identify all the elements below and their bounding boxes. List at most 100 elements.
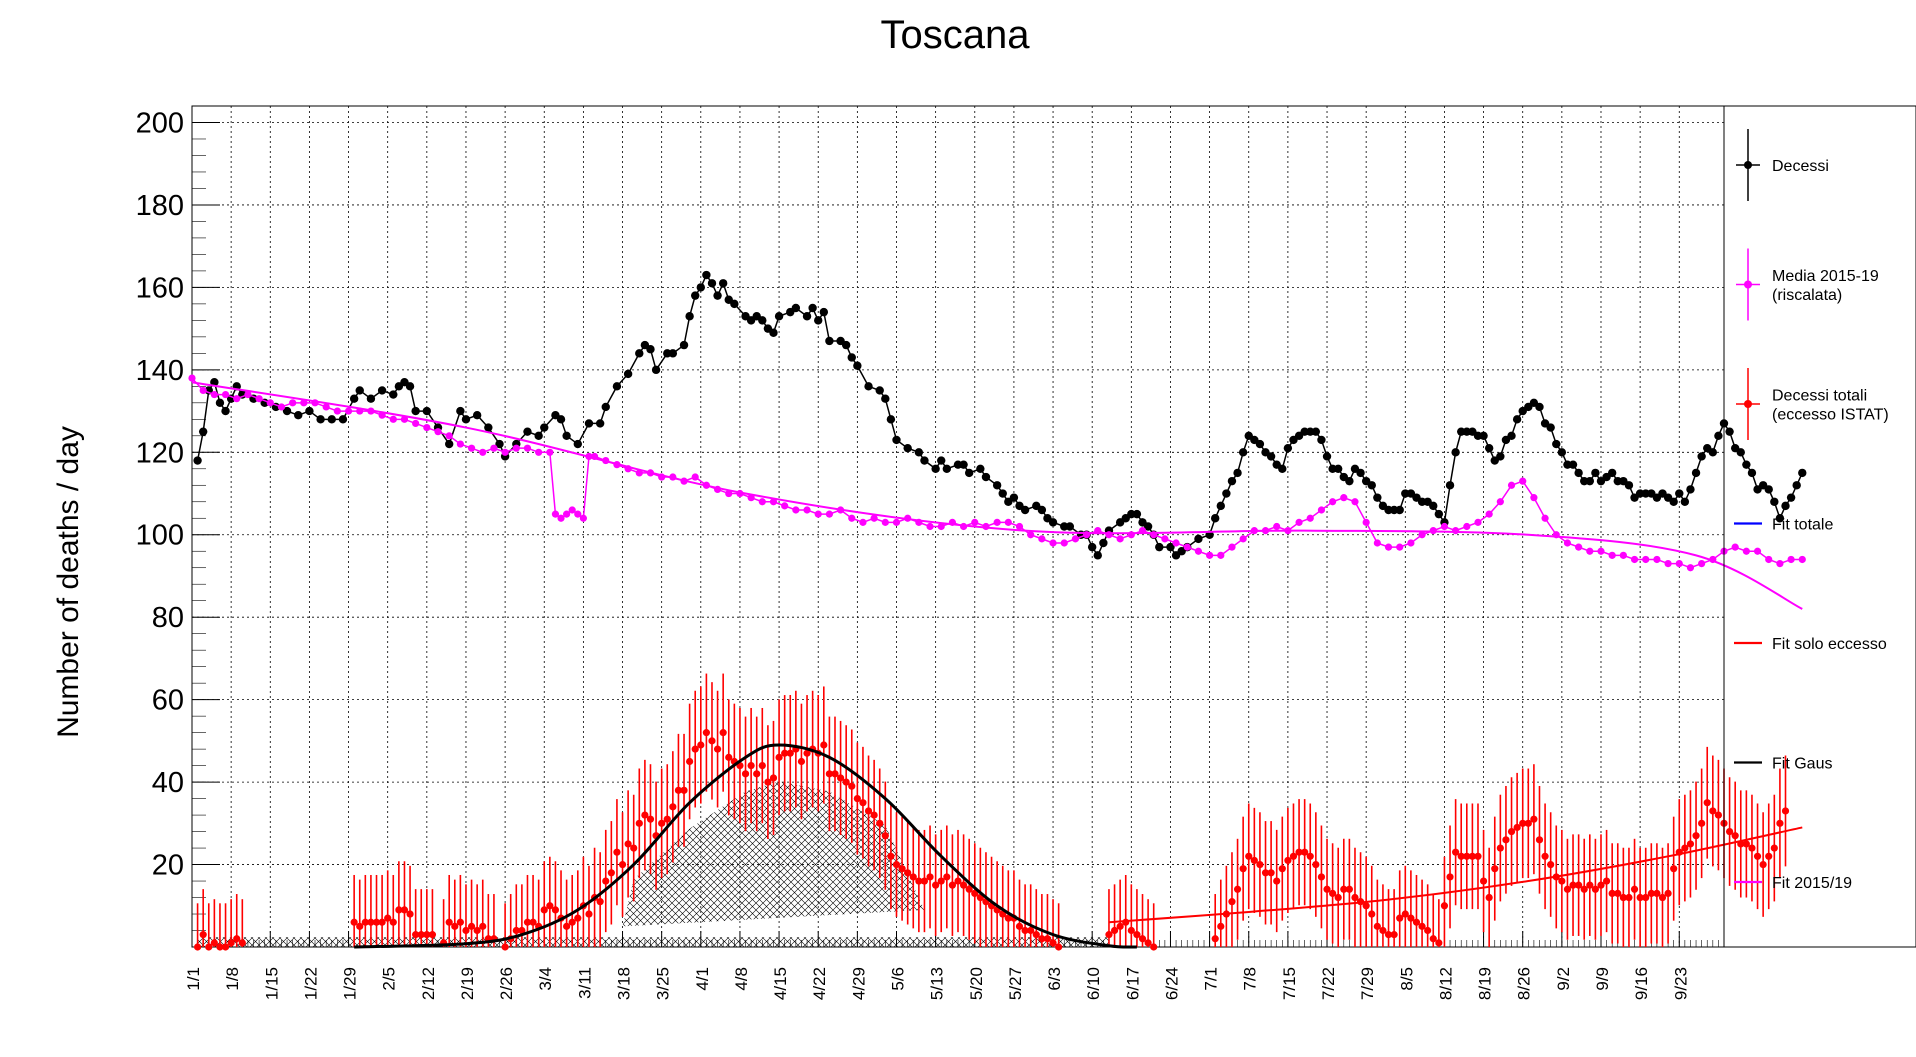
data-point bbox=[1048, 518, 1058, 527]
data-point bbox=[1765, 852, 1773, 860]
data-point bbox=[1278, 464, 1287, 473]
data-point bbox=[1586, 881, 1594, 889]
data-point bbox=[412, 419, 420, 428]
data-point bbox=[881, 518, 889, 526]
data-point bbox=[1675, 560, 1683, 568]
fit-curve bbox=[354, 743, 1137, 949]
data-point bbox=[557, 514, 565, 522]
y-tick-label: 180 bbox=[136, 190, 184, 222]
data-point bbox=[1340, 494, 1348, 502]
data-point bbox=[1697, 452, 1706, 461]
data-point bbox=[400, 906, 409, 914]
data-point bbox=[1289, 852, 1298, 860]
legend-label: Fit totale bbox=[1772, 517, 1833, 534]
data-point bbox=[825, 336, 834, 346]
data-point bbox=[1530, 815, 1538, 823]
x-tick-label: 9/2 bbox=[1554, 967, 1573, 991]
data-point bbox=[842, 778, 850, 786]
data-point bbox=[1541, 852, 1549, 860]
data-point bbox=[1653, 555, 1661, 564]
data-point bbox=[892, 860, 901, 869]
data-point bbox=[937, 877, 945, 885]
data-point bbox=[1602, 877, 1611, 885]
data-point bbox=[1708, 448, 1718, 457]
data-point bbox=[1664, 560, 1672, 568]
data-point bbox=[389, 918, 397, 926]
x-tick-label: 2/12 bbox=[419, 967, 438, 1000]
data-point bbox=[1614, 889, 1622, 898]
data-point bbox=[266, 399, 274, 407]
data-point bbox=[467, 922, 476, 930]
data-point bbox=[959, 460, 968, 469]
data-point bbox=[1211, 935, 1219, 943]
data-point bbox=[903, 443, 912, 453]
x-tick-label: 2/5 bbox=[380, 967, 399, 991]
data-point bbox=[1429, 935, 1437, 943]
data-point bbox=[1329, 498, 1337, 506]
data-point bbox=[289, 399, 297, 407]
data-point bbox=[792, 506, 800, 514]
data-point bbox=[1273, 522, 1281, 531]
data-point bbox=[472, 410, 482, 420]
data-point bbox=[1334, 893, 1342, 902]
data-point bbox=[595, 419, 605, 428]
legend-label: (riscalata) bbox=[1772, 287, 1842, 304]
data-point bbox=[1037, 505, 1047, 515]
data-point bbox=[423, 423, 431, 432]
x-tick-label: 5/13 bbox=[928, 967, 947, 1000]
data-point bbox=[1686, 485, 1695, 494]
data-point bbox=[847, 353, 856, 362]
data-point bbox=[909, 873, 917, 881]
data-point bbox=[456, 440, 464, 448]
data-point bbox=[685, 312, 694, 321]
data-point bbox=[389, 415, 397, 423]
data-point bbox=[1144, 939, 1152, 947]
data-point bbox=[1647, 889, 1655, 898]
data-point bbox=[1351, 498, 1359, 506]
data-point bbox=[1452, 848, 1460, 856]
x-tick-label: 3/4 bbox=[536, 967, 555, 991]
x-tick-label: 9/9 bbox=[1593, 967, 1612, 991]
data-point bbox=[965, 885, 973, 893]
series-decessi bbox=[193, 270, 1807, 560]
data-point bbox=[1770, 497, 1779, 506]
data-point bbox=[568, 506, 576, 514]
data-point bbox=[1507, 827, 1516, 836]
data-point bbox=[786, 749, 794, 757]
data-point bbox=[1568, 460, 1578, 469]
data-point bbox=[707, 279, 717, 288]
data-point bbox=[1362, 518, 1370, 526]
legend-item: Fit totale bbox=[1734, 517, 1833, 534]
data-point bbox=[422, 406, 432, 416]
data-point bbox=[641, 811, 649, 819]
data-point bbox=[523, 427, 532, 436]
data-point bbox=[1217, 922, 1225, 930]
data-point bbox=[803, 506, 811, 514]
data-point bbox=[1356, 468, 1365, 478]
x-tick-label: 4/15 bbox=[771, 967, 790, 1000]
data-point bbox=[1228, 898, 1236, 906]
data-point bbox=[1020, 505, 1030, 515]
x-tick-label: 3/25 bbox=[654, 967, 673, 1000]
data-point bbox=[1675, 489, 1684, 498]
data-point bbox=[1032, 931, 1040, 939]
data-point bbox=[1753, 852, 1762, 860]
grid bbox=[191, 106, 1724, 947]
data-point bbox=[462, 926, 470, 935]
data-point bbox=[1334, 464, 1343, 473]
fit-curves bbox=[191, 381, 1803, 949]
x-tick-label: 6/24 bbox=[1162, 967, 1181, 1000]
data-point bbox=[1698, 819, 1706, 827]
data-point bbox=[1379, 926, 1387, 935]
y-tick-label: 160 bbox=[136, 272, 184, 304]
data-point bbox=[1742, 460, 1751, 469]
data-point bbox=[1507, 431, 1516, 441]
data-point bbox=[819, 307, 829, 317]
data-point bbox=[1401, 910, 1409, 918]
data-point bbox=[1317, 506, 1326, 514]
data-point bbox=[1049, 539, 1057, 547]
data-point bbox=[931, 464, 940, 473]
data-point bbox=[1463, 852, 1471, 860]
data-point bbox=[1764, 485, 1773, 494]
data-point bbox=[1133, 931, 1141, 939]
